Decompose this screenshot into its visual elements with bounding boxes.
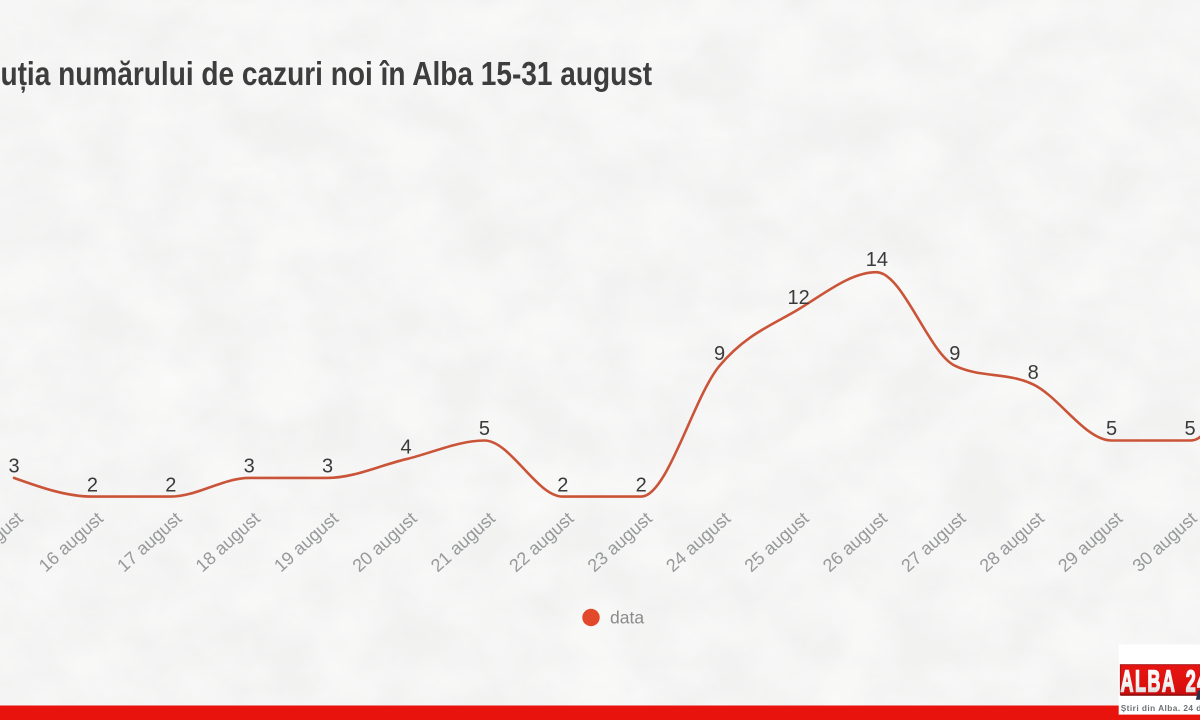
svg-text:data: data bbox=[610, 608, 644, 628]
svg-text:12: 12 bbox=[787, 287, 809, 309]
svg-text:5: 5 bbox=[479, 418, 490, 440]
svg-text:24: 24 bbox=[1186, 665, 1200, 699]
svg-text:2: 2 bbox=[87, 475, 98, 497]
svg-text:2: 2 bbox=[165, 475, 176, 497]
svg-text:Evoluția numărului de cazuri n: Evoluția numărului de cazuri noi în Alba… bbox=[0, 56, 652, 93]
svg-text:3: 3 bbox=[322, 455, 333, 477]
svg-text:5: 5 bbox=[1184, 418, 1195, 440]
svg-text:2: 2 bbox=[557, 475, 568, 497]
svg-text:9: 9 bbox=[714, 343, 725, 365]
svg-text:9: 9 bbox=[949, 343, 960, 365]
svg-text:2: 2 bbox=[636, 475, 647, 497]
svg-text:4: 4 bbox=[400, 437, 411, 459]
svg-text:3: 3 bbox=[8, 455, 19, 477]
svg-text:5: 5 bbox=[1106, 418, 1117, 440]
svg-text:Știri din Alba. 24 de: Știri din Alba. 24 de bbox=[1121, 703, 1200, 713]
svg-text:8: 8 bbox=[1028, 362, 1039, 384]
svg-text:ALBA: ALBA bbox=[1121, 665, 1177, 699]
svg-text:3: 3 bbox=[244, 455, 255, 477]
svg-text:14: 14 bbox=[866, 249, 888, 271]
